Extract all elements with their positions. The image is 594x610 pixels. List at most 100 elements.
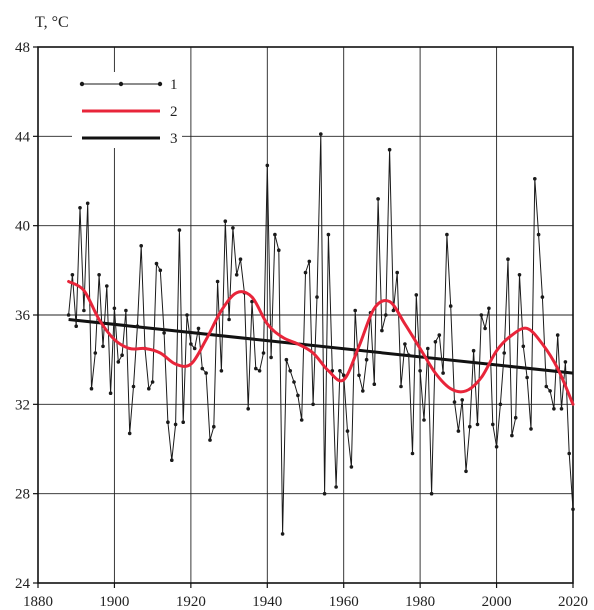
y-axis-title: T, °C <box>35 14 69 31</box>
series-1-point <box>288 369 292 373</box>
series-1-point <box>487 307 491 311</box>
series-1-point <box>181 420 185 424</box>
series-1-point <box>384 313 388 317</box>
series-1-point <box>273 233 277 237</box>
legend-label-1: 1 <box>170 77 178 93</box>
series-1-point <box>139 244 143 248</box>
series-1-point <box>548 389 552 393</box>
series-1-point <box>97 273 101 277</box>
series-1-point <box>304 271 308 275</box>
series-1-point <box>71 273 75 277</box>
series-1-point <box>476 423 480 427</box>
series-1-point <box>166 420 170 424</box>
series-1-point <box>441 371 445 375</box>
series-1-point <box>346 429 350 433</box>
series-1-point <box>464 470 468 474</box>
series-1-point <box>124 309 128 313</box>
y-tick-label: 44 <box>15 129 31 145</box>
series-1-point <box>415 293 419 297</box>
series-1-point <box>212 425 216 429</box>
series-1-point <box>151 380 155 384</box>
legend-label-2: 2 <box>170 104 178 120</box>
series-1-point <box>510 434 514 438</box>
series-1-point <box>82 309 86 313</box>
series-1-point <box>556 333 560 337</box>
series-1-point <box>185 313 189 317</box>
series-1-point <box>422 418 426 422</box>
legend-swatch-1-marker <box>80 82 84 86</box>
series-1-point <box>445 233 449 237</box>
series-1-point <box>204 371 208 375</box>
series-1-point <box>552 407 556 411</box>
series-1-point <box>327 233 331 237</box>
x-tick-label: 1940 <box>252 594 282 610</box>
series-1-point <box>178 228 182 232</box>
series-1-point <box>155 262 159 266</box>
series-1-point <box>541 295 545 299</box>
series-1-point <box>560 407 564 411</box>
series-1-point <box>201 367 205 371</box>
y-tick-label: 24 <box>15 576 31 592</box>
series-1-point <box>308 260 312 264</box>
series-1-point <box>235 273 239 277</box>
series-1-point <box>457 429 461 433</box>
y-tick-label: 28 <box>15 487 30 503</box>
series-1-point <box>460 398 464 402</box>
series-1-point <box>296 394 300 398</box>
series-1-point <box>162 331 166 335</box>
series-1-point <box>277 248 281 252</box>
series-1-point <box>323 492 327 496</box>
series-1-point <box>353 309 357 313</box>
series-1-point <box>361 389 365 393</box>
x-tick-label: 2000 <box>482 594 512 610</box>
series-1-point <box>411 452 415 456</box>
series-1-point <box>105 284 109 288</box>
series-1-point <box>231 226 235 230</box>
series-1-point <box>480 313 484 317</box>
series-1-point <box>101 345 105 349</box>
x-tick-label: 2020 <box>558 594 588 610</box>
series-1-point <box>514 416 518 420</box>
y-tick-label: 48 <box>15 40 30 56</box>
y-tick-label: 36 <box>15 308 31 324</box>
legend-swatch-1-marker <box>158 82 162 86</box>
series-1-point <box>220 369 224 373</box>
series-1-point <box>120 353 124 357</box>
legend: 1 2 3 <box>72 72 182 148</box>
series-1-point <box>136 324 140 328</box>
series-1-point <box>281 532 285 536</box>
series-1-point <box>189 342 193 346</box>
series-1-point <box>533 177 537 181</box>
series-1-point <box>499 403 503 407</box>
series-1-point <box>266 164 270 168</box>
series-1-point <box>438 333 442 337</box>
series-1-point <box>350 465 354 469</box>
series-1-point <box>399 385 403 389</box>
series-1-point <box>430 492 434 496</box>
series-1-point <box>453 400 457 404</box>
series-1-point <box>117 360 121 364</box>
series-1-point <box>426 347 430 351</box>
series-1-point <box>373 382 377 386</box>
series-1-point <box>495 445 499 449</box>
series-1-point <box>529 427 533 431</box>
series-1-point <box>334 485 338 489</box>
y-tick-label: 40 <box>15 219 30 235</box>
series-1-point <box>418 369 422 373</box>
series-1-point <box>376 197 380 201</box>
series-1-point <box>94 351 98 355</box>
series-1-point <box>224 219 228 223</box>
series-1-point <box>338 369 342 373</box>
series-1-point <box>300 418 304 422</box>
series-1-point <box>109 391 113 395</box>
series-1-point <box>197 327 201 331</box>
series-1-point <box>407 353 411 357</box>
series-1-point <box>78 206 82 210</box>
x-tick-label: 1900 <box>99 594 129 610</box>
x-tick-label: 1980 <box>405 594 435 610</box>
series-1-point <box>227 318 231 322</box>
series-1-point <box>449 304 453 308</box>
series-1-point <box>319 132 323 136</box>
series-1-point <box>518 273 522 277</box>
